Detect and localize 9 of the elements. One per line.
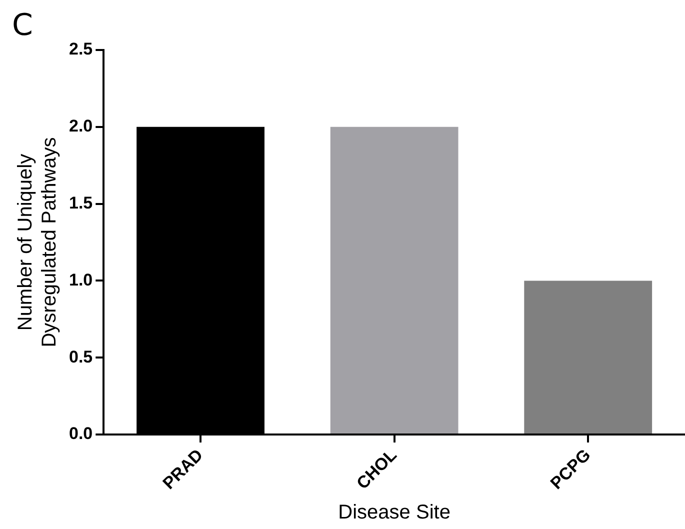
x-axis-title: Disease Site (338, 502, 450, 524)
y-tick-label: 1.5 (68, 193, 93, 212)
y-axis-title: Number of Uniquely Dysregulated Pathways (14, 137, 61, 348)
y-tick-label: 2.5 (68, 40, 93, 59)
y-tick-label: 0.5 (68, 347, 93, 366)
text: C (12, 8, 33, 43)
y-tick-label: 0.0 (68, 424, 93, 444)
y-tick-label: 2.0 (68, 116, 93, 136)
y-tick-label: 1.0 (68, 270, 93, 290)
